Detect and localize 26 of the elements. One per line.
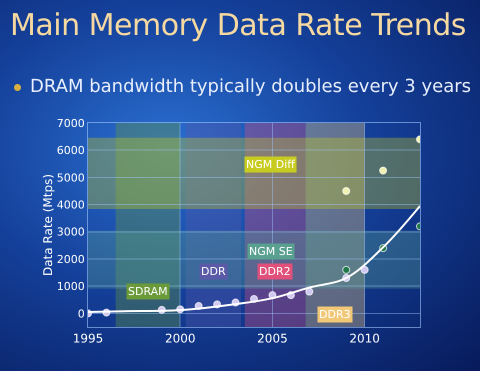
y-tick-label: 6000	[56, 144, 85, 158]
x-tick-label: 2005	[257, 331, 288, 346]
band-label: SDRAM	[128, 285, 168, 298]
x-tick-label: 2000	[164, 331, 196, 346]
chart-title: Main Memory Data Rate Trends	[10, 8, 466, 43]
band-label: DDR3	[319, 308, 351, 321]
band-label: NGM Diff	[246, 158, 296, 171]
y-tick-label: 2000	[56, 252, 85, 266]
band-label: DDR2	[259, 265, 291, 278]
y-tick-label: 5000	[56, 171, 85, 184]
band-label: NGM SE	[249, 245, 293, 258]
x-tick-label: 1995	[72, 331, 104, 346]
y-tick-label: 4000	[56, 198, 85, 212]
point	[342, 266, 350, 274]
chart-subtitle: DRAM bandwidth typically doubles every 3 years	[30, 76, 471, 97]
y-tick-label: 7000	[56, 116, 85, 130]
y-tick-label: 0	[78, 307, 85, 320]
point	[379, 166, 388, 175]
point	[342, 187, 350, 195]
band-label: DDR	[201, 265, 226, 278]
y-axis-title: Data Rate (Mtps)	[40, 174, 55, 276]
point	[305, 288, 314, 296]
x-tick-label: 2010	[349, 331, 380, 346]
point	[360, 266, 369, 274]
y-tick-label: 3000	[56, 226, 85, 239]
y-tick-label: 1000	[56, 280, 85, 294]
